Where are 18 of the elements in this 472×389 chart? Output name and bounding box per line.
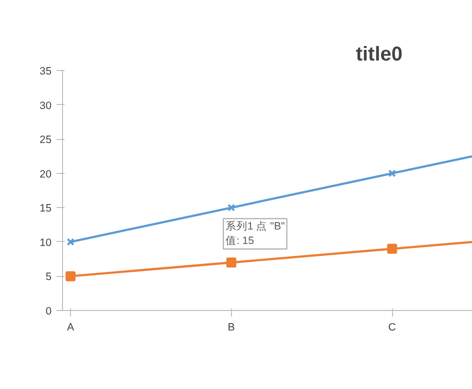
point xyxy=(227,204,236,212)
point xyxy=(66,271,76,282)
annotation: 系列1 点 "B" 值: 15 xyxy=(225,220,286,248)
y-tick-label: 35 xyxy=(40,66,52,78)
point xyxy=(387,244,398,254)
y-tick-label: 0 xyxy=(46,306,52,318)
point xyxy=(226,258,236,268)
y-tick-label: 25 xyxy=(40,134,52,146)
x-tick-label: C xyxy=(388,322,396,334)
point xyxy=(388,170,396,178)
chart-title: title0 xyxy=(356,44,403,66)
y-tick-label: 5 xyxy=(46,271,52,284)
x-tick-label: B xyxy=(228,322,235,334)
y-tick-label: 15 xyxy=(40,202,52,215)
y-tick-label: 30 xyxy=(40,100,52,112)
y-tick-label: 20 xyxy=(40,168,52,180)
x-tick-label: A xyxy=(66,322,75,334)
y-tick-label: 10 xyxy=(40,236,52,249)
